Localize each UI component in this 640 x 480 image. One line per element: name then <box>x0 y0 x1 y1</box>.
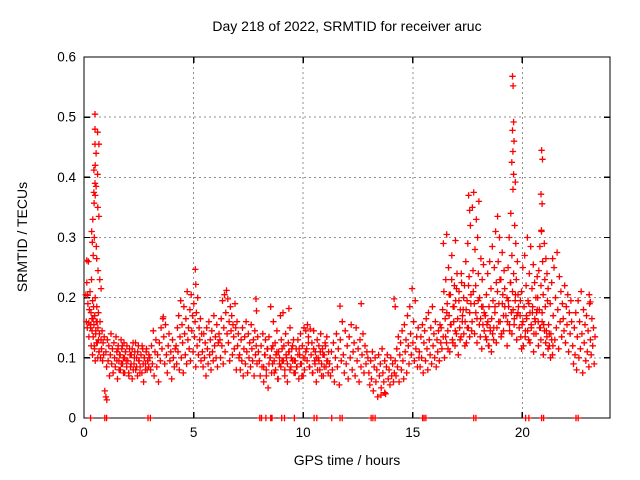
x-tick-label: 20 <box>515 425 530 440</box>
x-tick-label: 10 <box>296 425 311 440</box>
y-tick-label: 0.3 <box>57 230 76 245</box>
y-tick-label: 0.2 <box>57 290 76 305</box>
y-tick-label: 0.4 <box>57 170 76 185</box>
y-tick-label: 0.1 <box>57 350 76 365</box>
y-tick-label: 0.6 <box>57 50 76 65</box>
x-axis-label: GPS time / hours <box>293 452 401 468</box>
chart-title: Day 218 of 2022, SRMTID for receiver aru… <box>212 18 482 34</box>
scatter-points <box>82 73 599 422</box>
x-tick-label: 5 <box>190 425 198 440</box>
y-tick-label: 0.5 <box>57 110 76 125</box>
x-tick-label: 0 <box>80 425 88 440</box>
x-tick-label: 15 <box>405 425 420 440</box>
y-axis-label: SRMTID / TECUs <box>14 181 30 293</box>
y-tick-label: 0 <box>68 411 76 426</box>
